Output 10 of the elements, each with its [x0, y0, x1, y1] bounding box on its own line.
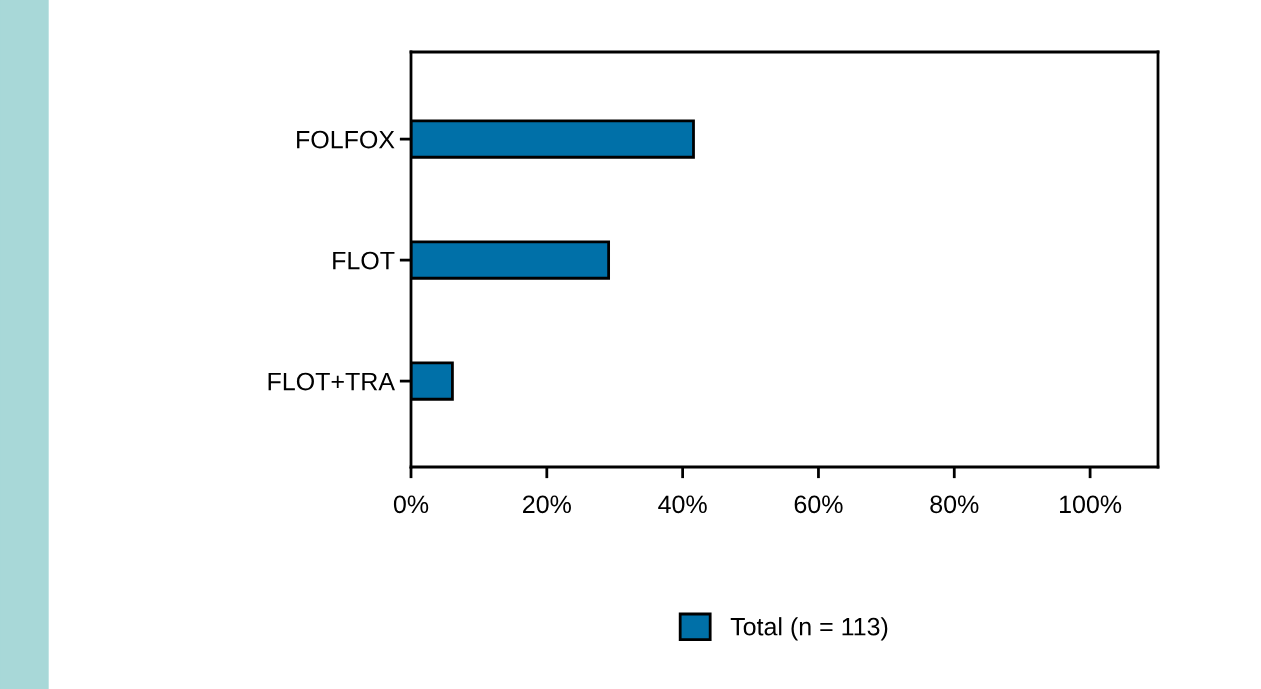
x-tick-label: 60% [794, 495, 843, 514]
x-tick-label: 100% [1060, 495, 1122, 514]
y-tick-label: FLOT+TRA [268, 372, 395, 391]
x-tick-label: 40% [658, 495, 707, 514]
x-tick-label: 0% [393, 495, 429, 514]
y-tick-label: FOLFOX [297, 130, 395, 149]
legend-label: Total (n = 113) [730, 617, 888, 641]
x-tick-label: 20% [523, 495, 571, 514]
y-tick-label: FLOT [333, 251, 395, 270]
x-tick-label: 80% [930, 495, 979, 514]
